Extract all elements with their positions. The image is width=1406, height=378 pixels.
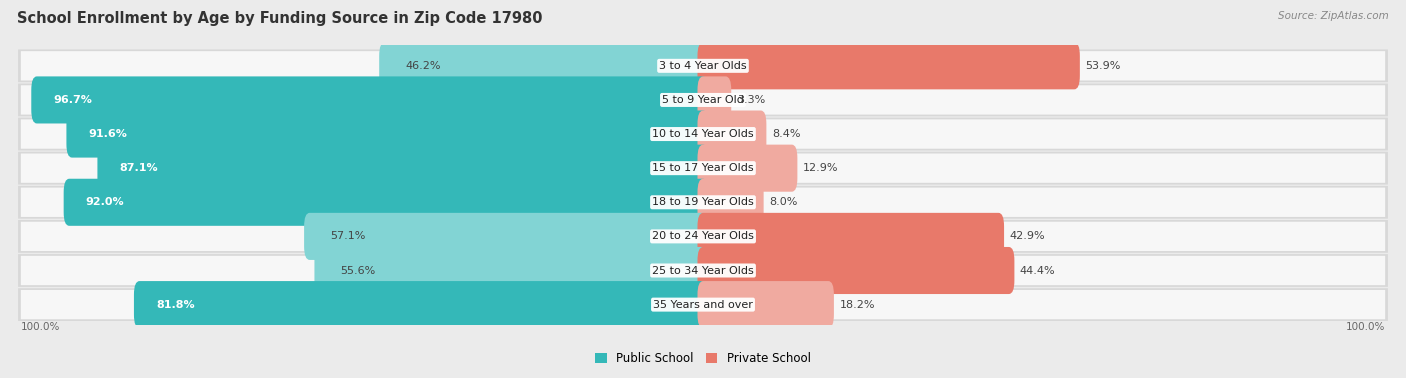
FancyBboxPatch shape	[697, 281, 834, 328]
FancyBboxPatch shape	[18, 50, 1388, 82]
Text: 81.8%: 81.8%	[156, 300, 194, 310]
FancyBboxPatch shape	[21, 85, 1385, 115]
Text: 46.2%: 46.2%	[405, 61, 441, 71]
FancyBboxPatch shape	[18, 118, 1388, 150]
Text: Source: ZipAtlas.com: Source: ZipAtlas.com	[1278, 11, 1389, 21]
Text: 44.4%: 44.4%	[1019, 265, 1056, 276]
Text: 87.1%: 87.1%	[120, 163, 157, 173]
FancyBboxPatch shape	[21, 51, 1385, 81]
Legend: Public School, Private School: Public School, Private School	[591, 347, 815, 370]
Text: 42.9%: 42.9%	[1010, 231, 1045, 242]
FancyBboxPatch shape	[697, 42, 1080, 89]
Text: 92.0%: 92.0%	[86, 197, 124, 207]
FancyBboxPatch shape	[697, 247, 1014, 294]
FancyBboxPatch shape	[380, 42, 709, 89]
FancyBboxPatch shape	[18, 254, 1388, 287]
FancyBboxPatch shape	[97, 145, 709, 192]
FancyBboxPatch shape	[697, 110, 766, 158]
Text: 20 to 24 Year Olds: 20 to 24 Year Olds	[652, 231, 754, 242]
FancyBboxPatch shape	[63, 179, 709, 226]
FancyBboxPatch shape	[315, 247, 709, 294]
FancyBboxPatch shape	[21, 256, 1385, 285]
Text: 55.6%: 55.6%	[340, 265, 375, 276]
FancyBboxPatch shape	[18, 84, 1388, 116]
FancyBboxPatch shape	[18, 152, 1388, 184]
FancyBboxPatch shape	[21, 187, 1385, 217]
FancyBboxPatch shape	[66, 110, 709, 158]
Text: 35 Years and over: 35 Years and over	[652, 300, 754, 310]
FancyBboxPatch shape	[18, 288, 1388, 321]
FancyBboxPatch shape	[697, 179, 763, 226]
FancyBboxPatch shape	[18, 186, 1388, 218]
FancyBboxPatch shape	[21, 290, 1385, 319]
Text: 12.9%: 12.9%	[803, 163, 838, 173]
FancyBboxPatch shape	[31, 76, 709, 124]
FancyBboxPatch shape	[21, 119, 1385, 149]
FancyBboxPatch shape	[21, 222, 1385, 251]
Text: 53.9%: 53.9%	[1085, 61, 1121, 71]
Text: 3 to 4 Year Olds: 3 to 4 Year Olds	[659, 61, 747, 71]
Text: 10 to 14 Year Olds: 10 to 14 Year Olds	[652, 129, 754, 139]
Text: 100.0%: 100.0%	[21, 322, 60, 332]
Text: 3.3%: 3.3%	[737, 95, 765, 105]
Text: 5 to 9 Year Old: 5 to 9 Year Old	[662, 95, 744, 105]
FancyBboxPatch shape	[697, 213, 1004, 260]
FancyBboxPatch shape	[304, 213, 709, 260]
FancyBboxPatch shape	[697, 76, 731, 124]
Text: School Enrollment by Age by Funding Source in Zip Code 17980: School Enrollment by Age by Funding Sour…	[17, 11, 543, 26]
Text: 8.0%: 8.0%	[769, 197, 797, 207]
FancyBboxPatch shape	[18, 220, 1388, 253]
FancyBboxPatch shape	[697, 145, 797, 192]
Text: 8.4%: 8.4%	[772, 129, 800, 139]
Text: 100.0%: 100.0%	[1346, 322, 1385, 332]
FancyBboxPatch shape	[21, 153, 1385, 183]
Text: 96.7%: 96.7%	[53, 95, 93, 105]
Text: 25 to 34 Year Olds: 25 to 34 Year Olds	[652, 265, 754, 276]
Text: 57.1%: 57.1%	[330, 231, 366, 242]
FancyBboxPatch shape	[134, 281, 709, 328]
Text: 91.6%: 91.6%	[89, 129, 128, 139]
Text: 15 to 17 Year Olds: 15 to 17 Year Olds	[652, 163, 754, 173]
Text: 18.2%: 18.2%	[839, 300, 875, 310]
Text: 18 to 19 Year Olds: 18 to 19 Year Olds	[652, 197, 754, 207]
